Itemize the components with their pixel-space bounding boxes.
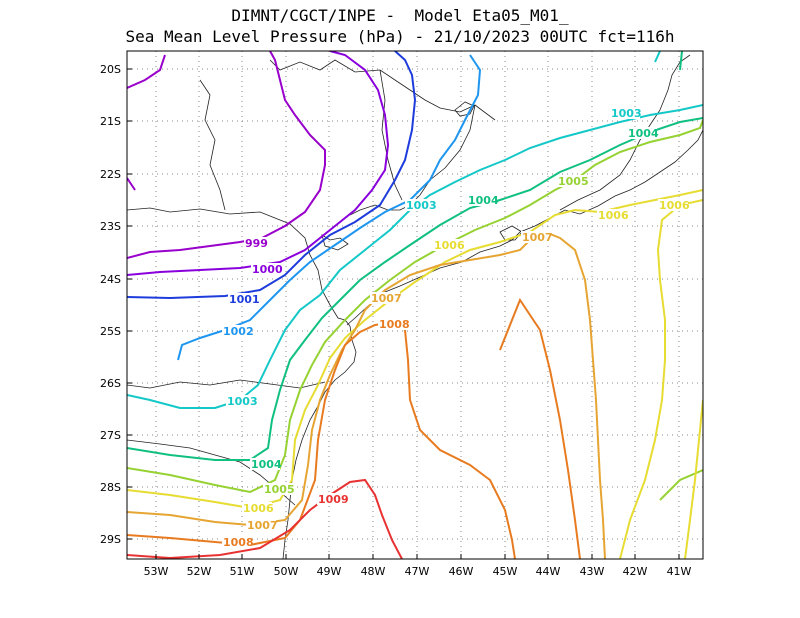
lat-tick-label: 23S	[100, 220, 121, 233]
contour-label: 1005	[558, 175, 589, 188]
contour-label-bg	[627, 127, 657, 139]
contour-label-bg	[658, 199, 688, 211]
contour-label: 1004	[628, 127, 659, 140]
contour-label-bg	[222, 325, 252, 337]
lat-tick-label: 27S	[100, 429, 121, 442]
contour-label: 1002	[223, 325, 254, 338]
contour-label: 1003	[406, 199, 437, 212]
lat-tick-label: 26S	[100, 377, 121, 390]
contour-label-bg	[467, 194, 497, 206]
contour-label: 1004	[468, 194, 499, 207]
contour-label: 1006	[659, 199, 690, 212]
contour-label-bg	[244, 237, 267, 249]
contour-label-bg	[242, 502, 272, 514]
lon-tick-label: 42W	[623, 565, 648, 578]
isobar-1004	[127, 117, 703, 461]
contour-labels: 999 1000 1001 1002 1003 1003 1003 1004 1004 1004 1…	[222, 107, 690, 549]
contour-label-bg	[405, 199, 435, 211]
contour-label-bg	[610, 107, 640, 119]
lat-tick-label: 21S	[100, 115, 121, 128]
contour-label-bg	[228, 293, 258, 305]
lon-tick-label: 50W	[274, 565, 299, 578]
contour-label-bg	[597, 209, 627, 221]
contour-label: 1006	[598, 209, 629, 222]
lat-tick-label: 22S	[100, 168, 121, 181]
contour-label-bg	[251, 263, 281, 275]
lon-tick-label: 49W	[317, 565, 342, 578]
isobar-1004b	[679, 51, 683, 71]
contour-label: 1004	[251, 458, 282, 471]
axis-ticks	[127, 68, 680, 559]
lat-tick-label: 24S	[100, 273, 121, 286]
contour-label: 999	[245, 237, 268, 250]
isobar-1006b	[619, 199, 703, 559]
lon-tick-label: 41W	[667, 565, 692, 578]
lon-tick-label: 53W	[144, 565, 169, 578]
lat-tick-label: 29S	[100, 533, 121, 546]
lon-tick-label: 43W	[580, 565, 605, 578]
lon-tick-label: 52W	[187, 565, 212, 578]
lon-tick-label: 44W	[536, 565, 561, 578]
isobar-1005	[127, 119, 703, 494]
contour-label: 1006	[243, 502, 274, 515]
contour-label-bg	[557, 175, 587, 187]
lon-tick-label: 51W	[230, 565, 255, 578]
lon-tick-label: 47W	[405, 565, 430, 578]
latitude-labels: 20S 21S 22S 23S 24S 25S 26S 27S 28S 29S	[100, 63, 121, 546]
contour-label: 1005	[264, 483, 295, 496]
contour-label-bg	[433, 239, 463, 251]
isobar-1003b	[654, 51, 661, 63]
grid	[127, 51, 703, 559]
isobar-1007	[127, 230, 606, 559]
contour-label-bg	[246, 519, 276, 531]
contour-label-bg	[521, 231, 551, 243]
contour-label: 1006	[434, 239, 465, 252]
lon-tick-label: 46W	[449, 565, 474, 578]
contour-label: 1008	[379, 318, 410, 331]
map-title-line1: DIMNT/CGCT/INPE - Model Eta05_M01_	[231, 6, 569, 25]
contour-label: 1003	[611, 107, 642, 120]
contour-label: 1007	[371, 292, 402, 305]
contour-label-bg	[378, 318, 408, 330]
isobar-999	[127, 51, 326, 259]
contour-label: 1007	[522, 231, 553, 244]
contour-label: 1007	[247, 519, 278, 532]
isobar-1003	[127, 104, 703, 409]
longitude-labels: 53W 52W 51W 50W 49W 48W 47W 46W 45W 44W 43W 42W 41W	[144, 565, 692, 578]
contour-label-bg	[317, 493, 347, 505]
contour-label-bg	[263, 483, 293, 495]
isobar-1001	[127, 51, 417, 300]
contour-label-bg	[226, 395, 256, 407]
lat-tick-label: 28S	[100, 481, 121, 494]
contour-label: 1001	[229, 293, 260, 306]
contour-label: 1000	[252, 263, 283, 276]
lat-tick-label: 20S	[100, 63, 121, 76]
contour-label-bg	[222, 536, 252, 548]
lat-tick-label: 25S	[100, 325, 121, 338]
contour-label: 1009	[318, 493, 349, 506]
isobar-1006c	[684, 399, 703, 559]
isobar-1008	[127, 320, 516, 559]
contour-label: 1008	[223, 536, 254, 549]
contour-label: 1003	[227, 395, 258, 408]
isobar-1000	[127, 51, 390, 276]
isobar-999c	[127, 177, 136, 191]
coastline	[127, 54, 703, 559]
isobar-1008b	[499, 297, 581, 559]
isobar-999b	[127, 54, 166, 89]
map-title-line2: Sea Mean Level Pressure (hPa) - 21/10/20…	[125, 27, 675, 46]
lon-tick-label: 45W	[493, 565, 518, 578]
map-frame	[126, 50, 704, 560]
lon-tick-label: 48W	[361, 565, 386, 578]
contour-label-bg	[250, 458, 280, 470]
contour-label-bg	[370, 292, 400, 304]
